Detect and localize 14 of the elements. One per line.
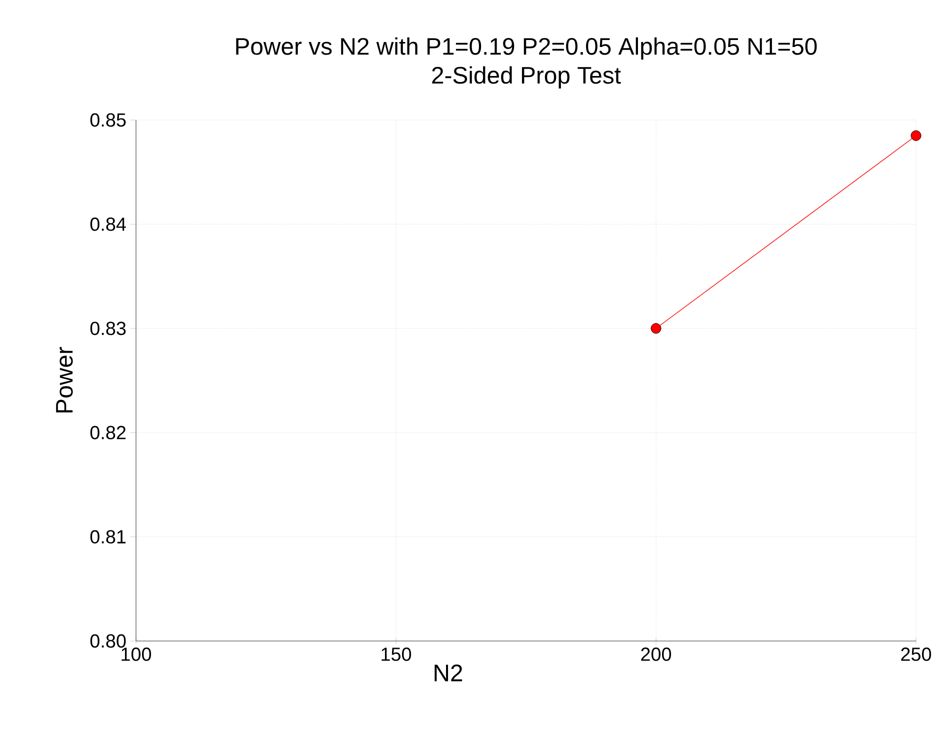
chart-subtitle: 2-Sided Prop Test [432, 66, 621, 89]
y-tick-label: 0.80 [90, 634, 126, 648]
x-tick-label: 250 [901, 648, 932, 661]
y-axis-title: Power [56, 347, 73, 412]
x-axis-title: N2 [434, 664, 462, 682]
y-tick-label: 0.83 [90, 322, 126, 336]
x-tick-label: 100 [122, 648, 152, 661]
y-tick-label: 0.82 [90, 426, 126, 440]
x-tick-label: 150 [382, 648, 412, 661]
y-tick-label: 0.85 [90, 113, 126, 127]
y-tick-label: 0.81 [90, 530, 126, 544]
x-tick-label: 200 [641, 648, 672, 661]
y-tick-label: 0.84 [90, 217, 126, 231]
chart-title: Power vs N2 with P1=0.19 P2=0.05 Alpha=0.05 N1=50 [236, 37, 817, 60]
